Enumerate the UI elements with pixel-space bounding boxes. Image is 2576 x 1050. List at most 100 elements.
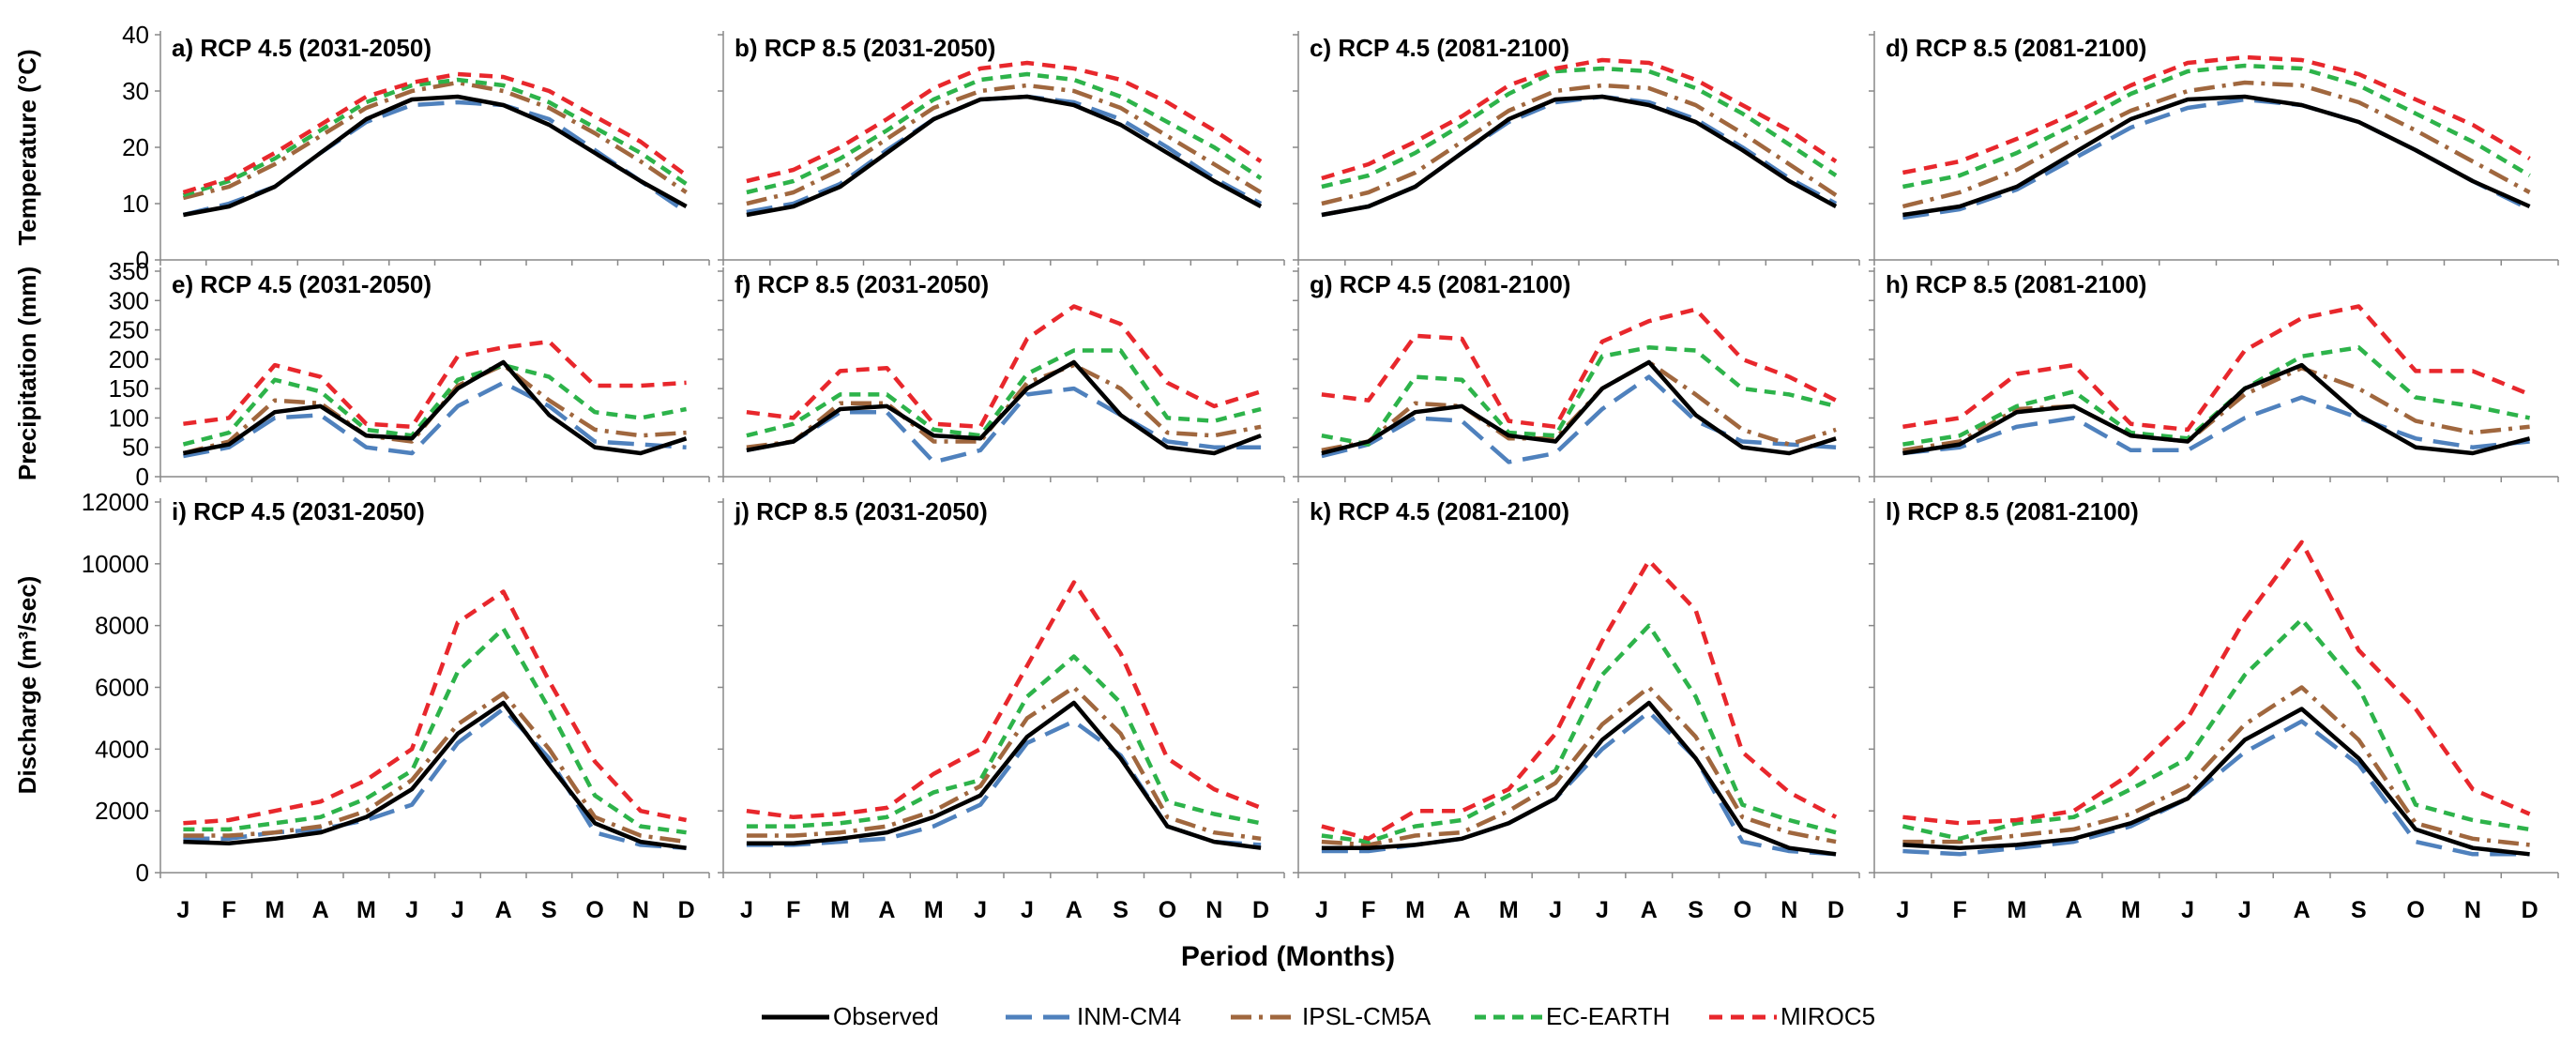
panel-h: h) RCP 8.5 (2081-2100) <box>1869 267 2559 482</box>
month-label: J <box>1549 897 1562 923</box>
month-label: M <box>924 897 944 923</box>
series-line-ec-earth <box>182 77 688 198</box>
series-line-ipsl-cm5a <box>1902 365 2530 453</box>
legend-label: EC-EARTH <box>1546 1002 1670 1030</box>
panel-i: 0 2000 4000 6000 8000 10000 12000 J F M A M J J A S O N Di… <box>82 488 710 923</box>
series-line-inm-cm4 <box>1321 374 1837 464</box>
panels-layer: Temperature (°C) 0 10 20 30 40 a) RCP 4.5 (203… <box>13 21 2559 923</box>
series-line-miroc5 <box>1902 304 2531 433</box>
y-tick-label: 20 <box>122 133 149 161</box>
series-line-observed <box>182 359 688 456</box>
month-label: D <box>1827 897 1844 923</box>
y-tick-label: 10000 <box>82 550 149 578</box>
month-label: J <box>2181 897 2194 923</box>
y-tick-label: 30 <box>122 77 149 105</box>
month-label: O <box>2406 897 2424 923</box>
month-label: S <box>1688 897 1704 923</box>
series-line-inm-cm4 <box>746 719 1262 847</box>
series-line-miroc5 <box>1321 558 1838 842</box>
series-line-observed <box>1902 707 2530 857</box>
panel-title: d) RCP 8.5 (2081-2100) <box>1886 34 2146 62</box>
panel-k: J F M A M J J A S O N Dk) RCP 4.5 (2081-2100) <box>1293 497 1860 923</box>
legend-label: INM-CM4 <box>1077 1002 1181 1030</box>
x-axis-title: Period (Months) <box>1181 941 1395 972</box>
month-label: O <box>1734 897 1751 923</box>
series-line-ipsl-cm5a <box>1321 685 1837 847</box>
series-line-miroc5 <box>1321 57 1838 181</box>
month-label: A <box>878 897 895 923</box>
y-tick-label: 12000 <box>82 488 149 516</box>
chart-row-3: Discharge (m³/sec) 0 2000 4000 6000 8000 10000… <box>13 488 2559 923</box>
legend-item-miroc5: MIROC5 <box>1709 1002 1875 1030</box>
y-tick-label: 200 <box>109 345 149 373</box>
month-label: J <box>1596 897 1609 923</box>
legend-label: Observed <box>833 1002 939 1030</box>
month-label: J <box>2238 897 2251 923</box>
month-label: M <box>830 897 850 923</box>
series-line-ipsl-cm5a <box>746 362 1262 449</box>
month-label: A <box>2294 897 2311 923</box>
y-tick-label: 150 <box>109 374 149 403</box>
panel-d: d) RCP 8.5 (2081-2100) <box>1869 31 2559 266</box>
panel-title: k) RCP 4.5 (2081-2100) <box>1310 497 1569 525</box>
month-label: J <box>405 897 418 923</box>
series-line-miroc5 <box>1902 540 2531 826</box>
series-line-ipsl-cm5a <box>1321 359 1837 453</box>
month-label: J <box>1315 897 1328 923</box>
series-line-ec-earth <box>746 71 1263 195</box>
series-line-ipsl-cm5a <box>1321 83 1838 206</box>
series-line-observed <box>746 359 1262 456</box>
series-line-ipsl-cm5a <box>1902 80 2531 209</box>
month-label: F <box>1361 897 1375 923</box>
month-label: S <box>1113 897 1129 923</box>
y-tick-label: 2000 <box>95 797 149 825</box>
month-label: F <box>221 897 235 923</box>
legend-item-observed: Observed <box>762 1002 939 1030</box>
series-line-inm-cm4 <box>182 99 688 218</box>
month-label: A <box>1453 897 1470 923</box>
month-label: D <box>1252 897 1269 923</box>
month-label: N <box>632 897 649 923</box>
series-line-ec-earth <box>1321 345 1837 447</box>
series-line-observed <box>183 700 687 850</box>
series-line-inm-cm4 <box>182 380 687 459</box>
series-line-ec-earth <box>746 348 1262 438</box>
month-label: O <box>1159 897 1176 923</box>
month-label: A <box>312 897 329 923</box>
month-label: N <box>1205 897 1222 923</box>
series-line-miroc5 <box>1902 54 2531 175</box>
y-tick-label: 300 <box>109 286 149 314</box>
series-line-ipsl-cm5a <box>746 83 1263 206</box>
series-line-ec-earth <box>1321 66 1838 190</box>
month-label: A <box>495 897 512 923</box>
month-label: M <box>265 897 284 923</box>
month-label: F <box>1952 897 1966 923</box>
month-label: M <box>356 897 376 923</box>
legend-item-inm-cm4: INM-CM4 <box>1006 1002 1181 1030</box>
series-line-observed <box>746 94 1263 218</box>
series-line-observed <box>746 700 1262 850</box>
series-line-ec-earth <box>182 362 688 447</box>
panel-title: f) RCP 8.5 (2031-2050) <box>735 270 989 298</box>
series-line-ipsl-cm5a <box>746 685 1262 842</box>
month-label: N <box>2464 897 2481 923</box>
month-label: A <box>1641 897 1658 923</box>
panel-c: c) RCP 4.5 (2081-2100) <box>1293 31 1860 266</box>
panel-title: g) RCP 4.5 (2081-2100) <box>1310 270 1570 298</box>
y-axis-title: Temperature (°C) <box>13 49 41 245</box>
y-tick-label: 350 <box>109 257 149 285</box>
month-label: M <box>1405 897 1425 923</box>
y-tick-label: 40 <box>122 21 149 49</box>
y-tick-label: 4000 <box>95 735 149 763</box>
series-line-miroc5 <box>746 304 1262 430</box>
legend: Observed INM-CM4 IPSL-CM5A EC-EARTH MIROC5 <box>762 1002 1875 1030</box>
panel-title: i) RCP 4.5 (2031-2050) <box>172 497 425 525</box>
panel-a: 0 10 20 30 40 a) RCP 4.5 (2031-2050) <box>122 21 710 274</box>
legend-label: MIROC5 <box>1780 1002 1875 1030</box>
month-label: M <box>2121 897 2141 923</box>
y-tick-label: 0 <box>136 463 149 491</box>
panel-title: j) RCP 8.5 (2031-2050) <box>734 497 988 525</box>
series-line-observed <box>1321 359 1837 456</box>
